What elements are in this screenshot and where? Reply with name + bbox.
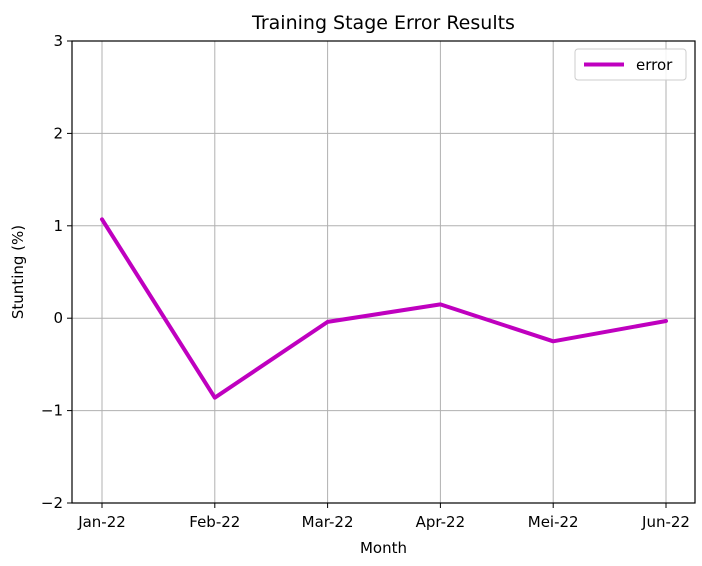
y-tick-label: −2 [41, 494, 63, 512]
x-tick-label: Jan-22 [77, 513, 126, 531]
plot-lines [100, 217, 668, 400]
y-tick-label: 0 [53, 309, 63, 327]
y-tick-label: 3 [53, 32, 63, 50]
x-axis-label: Month [360, 539, 407, 557]
grid [72, 40, 695, 504]
x-ticks: Jan-22 Feb-22 Mar-22 Apr-22 Mei-22 Jun-22 [77, 503, 690, 531]
y-tick-label: 1 [53, 217, 63, 235]
x-tick-label: Jun-22 [641, 513, 690, 531]
chart-title: Training Stage Error Results [251, 12, 515, 34]
plot-frame [71, 40, 696, 504]
legend: error [574, 48, 687, 81]
y-ticks: −2 −1 0 1 2 3 [41, 32, 72, 512]
x-tick-label: Feb-22 [189, 513, 240, 531]
legend-box [574, 48, 687, 81]
x-tick-label: Apr-22 [416, 513, 466, 531]
y-axis-label: Stunting (%) [9, 225, 27, 319]
y-tick-label: −1 [41, 402, 63, 420]
series-line-error [100, 217, 668, 400]
y-tick-label: 2 [53, 124, 63, 142]
legend-label-error: error [636, 56, 673, 74]
x-tick-label: Mei-22 [528, 513, 579, 531]
x-tick-label: Mar-22 [302, 513, 354, 531]
